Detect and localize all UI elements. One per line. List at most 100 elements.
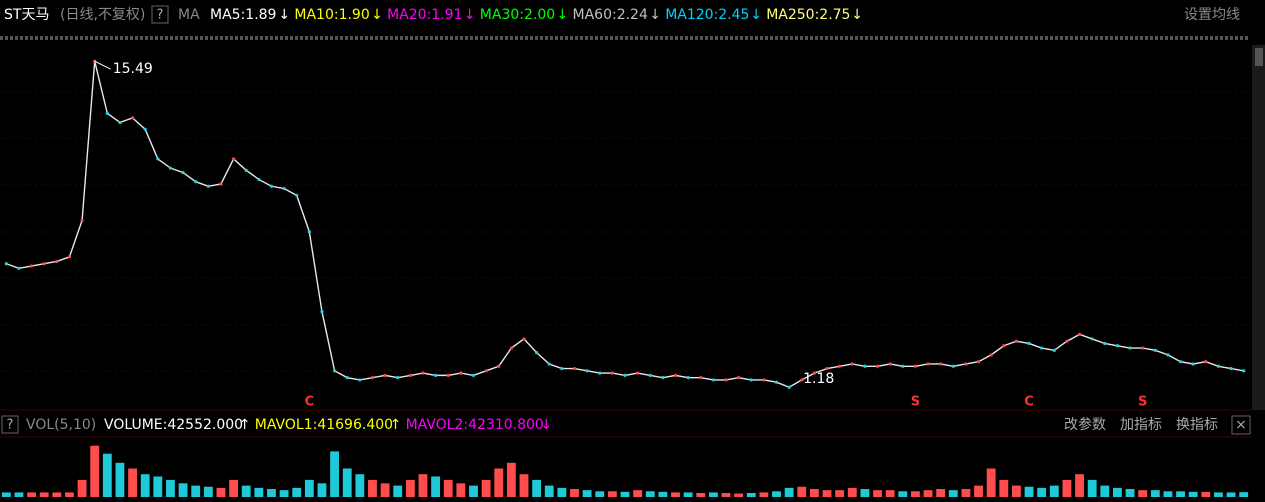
volume-bar	[847, 487, 857, 497]
help[interactable]: ?	[7, 418, 14, 433]
volume-bar	[1214, 492, 1223, 497]
volume-bar	[203, 486, 213, 497]
volume-bar	[1062, 479, 1072, 497]
ma-item: MA250:2.75	[766, 7, 850, 23]
volume-bar	[166, 479, 175, 497]
ma-item: MA5:1.89	[210, 7, 276, 23]
volume-bar	[784, 487, 794, 497]
price-point	[560, 366, 564, 371]
volume-bar	[229, 479, 239, 497]
price-point	[219, 182, 223, 186]
volume-bar	[860, 489, 870, 497]
price-point	[863, 364, 867, 368]
volume-bar	[544, 485, 554, 497]
indicator-button[interactable]: 加指标	[1120, 417, 1162, 433]
price-point	[825, 366, 829, 371]
price-point	[749, 378, 753, 382]
price-point	[1077, 332, 1082, 336]
price-point	[1178, 360, 1183, 364]
close-box[interactable]	[1231, 415, 1251, 435]
vol-item: VOLUME:42552.000	[104, 417, 243, 433]
price-point	[358, 378, 362, 382]
indicator-button[interactable]: 换指标	[1176, 416, 1218, 433]
price-point	[80, 218, 84, 223]
scrollbar[interactable]	[1252, 45, 1265, 410]
price-point	[1002, 344, 1006, 348]
price-point	[484, 369, 488, 373]
price-point	[964, 362, 968, 366]
volume-bar	[633, 490, 643, 497]
price-point	[522, 337, 526, 341]
volume-bar	[380, 483, 390, 497]
volume-bar	[1, 492, 11, 497]
event-marker: S	[911, 395, 920, 410]
volume-bar	[1075, 474, 1084, 497]
volume-bar	[532, 479, 542, 497]
volume-bar	[443, 479, 453, 497]
help[interactable]: ?	[157, 8, 164, 23]
volume-bar	[582, 490, 592, 497]
volume-bar	[1037, 487, 1047, 497]
price-point	[1191, 362, 1195, 366]
price-point	[976, 360, 981, 364]
price-point	[1229, 366, 1233, 371]
ma-arrow: ↓	[278, 7, 290, 23]
price-point	[1242, 369, 1246, 373]
ma-item: MA30:2.00	[480, 7, 555, 23]
price-point	[951, 364, 955, 368]
price-point	[673, 373, 678, 377]
volume-bar	[1201, 491, 1211, 497]
price-point	[42, 262, 46, 266]
price-point	[547, 362, 551, 366]
ma-item: MA20:1.91	[387, 7, 462, 23]
price-point	[509, 346, 513, 350]
volume-bar	[1226, 492, 1236, 497]
volume-bar	[292, 487, 302, 497]
price-point	[320, 309, 324, 314]
price-point	[130, 116, 135, 120]
volume-bar	[746, 493, 756, 497]
volume-bar	[822, 490, 832, 497]
price-point	[168, 166, 173, 170]
volume-bar	[1087, 479, 1097, 497]
close[interactable]: ×	[1235, 417, 1247, 433]
volume-bar	[557, 487, 567, 497]
price-point	[181, 170, 185, 175]
high-pointer	[94, 60, 111, 70]
volume-bar	[809, 489, 819, 497]
ma-arrow: ↓	[464, 7, 476, 23]
price-point	[711, 378, 715, 382]
help-box[interactable]	[151, 5, 169, 24]
volume-bar	[645, 491, 655, 497]
help-box[interactable]	[1, 415, 19, 434]
price-point	[1040, 346, 1044, 350]
scroll-thumb[interactable]	[1255, 48, 1263, 66]
volume-bar	[342, 468, 352, 497]
event-marker: C	[1024, 395, 1034, 410]
volume-bar	[885, 490, 895, 497]
settings[interactable]: 设置均线	[1184, 7, 1240, 23]
volume-bar	[658, 491, 668, 497]
volume-bar	[330, 451, 340, 497]
price-point	[408, 373, 412, 377]
price-point	[648, 373, 652, 377]
price-point	[800, 378, 804, 382]
price-point	[105, 111, 109, 115]
price-point	[497, 364, 501, 368]
volume-bar	[620, 491, 630, 497]
price-point	[282, 186, 286, 191]
price-point	[67, 255, 72, 259]
price-point	[269, 184, 274, 188]
price-point	[875, 364, 880, 368]
volume-bar	[77, 479, 87, 497]
price-point	[1103, 341, 1107, 346]
volume-bar	[986, 468, 996, 497]
price-point	[156, 157, 160, 161]
volume-bar	[1049, 485, 1059, 497]
price-point	[459, 371, 463, 375]
volume-bar	[936, 489, 946, 497]
indicator-button[interactable]: 改参数	[1064, 416, 1106, 433]
price-point	[989, 353, 993, 357]
volume-bar	[1138, 490, 1148, 497]
